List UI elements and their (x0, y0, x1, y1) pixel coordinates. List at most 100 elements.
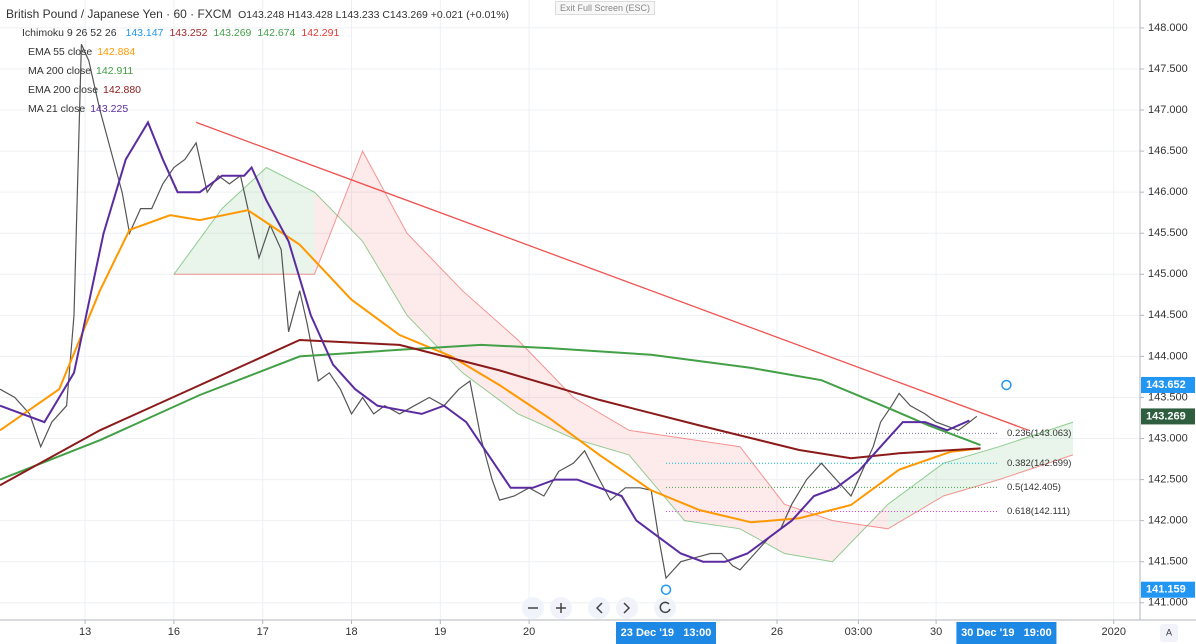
cloud-fill (684, 438, 741, 529)
x-highlight-box (956, 622, 1057, 644)
icon (595, 602, 603, 614)
x-highlight-label: 30 Dec '19 19:00 (961, 627, 1052, 639)
legend-entry: EMA 55 close 142.884 (6, 43, 509, 62)
x-tick-label: 26 (771, 626, 783, 638)
y-tick-label: 147.000 (1148, 104, 1188, 116)
cloud-fill (362, 151, 408, 316)
cloud-span (173, 166, 1074, 563)
price-label: 143.269 (1146, 410, 1186, 422)
y-tick-label: 142.500 (1148, 473, 1188, 485)
legend: British Pound / Japanese Yen · 60 · FXCM… (6, 5, 509, 119)
fib-label: 0.382(142.699) (1007, 458, 1071, 469)
y-tick-label: 144.500 (1148, 309, 1188, 321)
legend-name: EMA 200 close (28, 84, 99, 96)
cloud-fill (266, 167, 315, 275)
price-label-box (1141, 581, 1195, 598)
y-tick-label: 141.000 (1148, 597, 1188, 609)
indicator-name: Ichimoku 9 26 52 26 (22, 27, 117, 39)
y-tick-label: 145.000 (1148, 268, 1188, 280)
cloud-fill (407, 233, 463, 373)
y-tick-label: 144.000 (1148, 350, 1188, 362)
legend-entry: MA 200 close 142.911 (6, 62, 509, 81)
ohlc: O143.248 H143.428 L143.233 C143.269 +0.0… (238, 9, 510, 21)
x-tick-label: 13 (79, 626, 91, 638)
legend-series: EMA 55 close 142.884 MA 200 close 142.911 EM… (6, 43, 509, 119)
cloud-fill (518, 339, 574, 439)
auto-scale-button[interactable] (1160, 624, 1178, 642)
indicator-value: 143.269 (213, 27, 252, 39)
price-label: 141.159 (1146, 584, 1186, 596)
x-highlight-label: 23 Dec '19 13:00 (621, 627, 712, 639)
y-tick-label: 142.000 (1148, 515, 1188, 527)
x-tick-label: 16 (168, 626, 180, 638)
cloud-fill (888, 463, 944, 529)
legend-name: MA 200 close (28, 65, 92, 77)
x-tick-label: 17 (257, 626, 269, 638)
legend-value: 143.225 (90, 103, 129, 115)
fib-label: 0.236(143.063) (1007, 428, 1071, 439)
cloud-fill (222, 167, 267, 275)
cloud-fill (573, 397, 630, 455)
x-tick-label: 20 (523, 626, 535, 638)
cloud-fill (943, 446, 1000, 496)
legend-value: 142.880 (103, 84, 142, 96)
fib-label: 0.618(142.111) (1007, 506, 1070, 517)
x-tick-label: 18 (345, 626, 357, 638)
legend-name: MA 21 close (28, 103, 86, 115)
symbol-row: British Pound / Japanese Yen · 60 · FXCM… (6, 5, 509, 24)
fib-label: 0.5(142.405) (1007, 482, 1061, 493)
price-label-box (1141, 408, 1195, 425)
y-tick-label: 147.500 (1148, 63, 1188, 75)
series-line (0, 343, 981, 481)
icon (659, 601, 671, 614)
legend-value: 142.911 (96, 65, 134, 77)
trendline (195, 121, 1029, 431)
icon (623, 602, 631, 614)
alert-marker (1001, 379, 1012, 391)
y-tick-label: 145.500 (1148, 227, 1188, 239)
indicator-value: 143.147 (125, 27, 164, 39)
y-tick-label: 148.000 (1148, 22, 1188, 34)
exit-fullscreen[interactable]: Exit Full Screen (ESC) (555, 1, 656, 15)
indicator-value: 142.291 (301, 27, 340, 39)
cloud-fill (629, 430, 685, 521)
cloud-fill (740, 446, 785, 554)
reset[interactable] (654, 597, 676, 619)
y-tick-label: 141.500 (1148, 556, 1188, 568)
series: 0.236(143.063) 0.382(142.699) 0.5(142.405)… (0, 44, 1071, 595)
series-line (0, 209, 981, 524)
y-tick-label: 146.500 (1148, 145, 1188, 157)
x-tick-label: 03:00 (845, 626, 873, 638)
y-tick-label: 143.000 (1148, 432, 1188, 444)
indicator-value: 143.252 (169, 27, 208, 39)
scroll-left[interactable] (588, 597, 610, 619)
y-tick-label: 143.500 (1148, 391, 1188, 403)
axes: 141.000 141.500 142.000 142.500 143.000 143.5… (79, 22, 1195, 644)
scroll-right[interactable] (616, 597, 638, 619)
ichimoku-row: Ichimoku 9 26 52 26 143.147 143.252 143.26… (6, 24, 509, 43)
auto-scale-label: A (1166, 627, 1172, 637)
legend-value: 142.884 (97, 46, 136, 58)
alert-marker (660, 584, 672, 595)
cloud-span (173, 149, 1074, 530)
legend-entry: EMA 200 close 142.880 (6, 81, 509, 100)
toolbar[interactable] (522, 597, 676, 619)
legend-name: EMA 55 close (28, 46, 93, 58)
cloud-fill (999, 422, 1074, 480)
series-line (0, 338, 981, 487)
series-line (0, 44, 978, 580)
x-tick-label: 19 (434, 626, 446, 638)
cloud-fill (462, 290, 519, 414)
indicator-value: 142.674 (257, 27, 296, 39)
x-tick-label: 2020 (1101, 626, 1125, 638)
price-label-box (1141, 376, 1195, 393)
x-tick-label: 30 (930, 626, 942, 638)
series-line (0, 120, 970, 563)
symbol-title: British Pound / Japanese Yen · 60 · FXCM (6, 7, 232, 21)
price-label: 143.652 (1146, 379, 1186, 391)
y-tick-label: 146.000 (1148, 186, 1188, 198)
legend-entry: MA 21 close 143.225 (6, 100, 509, 119)
x-highlight-box (616, 622, 717, 644)
